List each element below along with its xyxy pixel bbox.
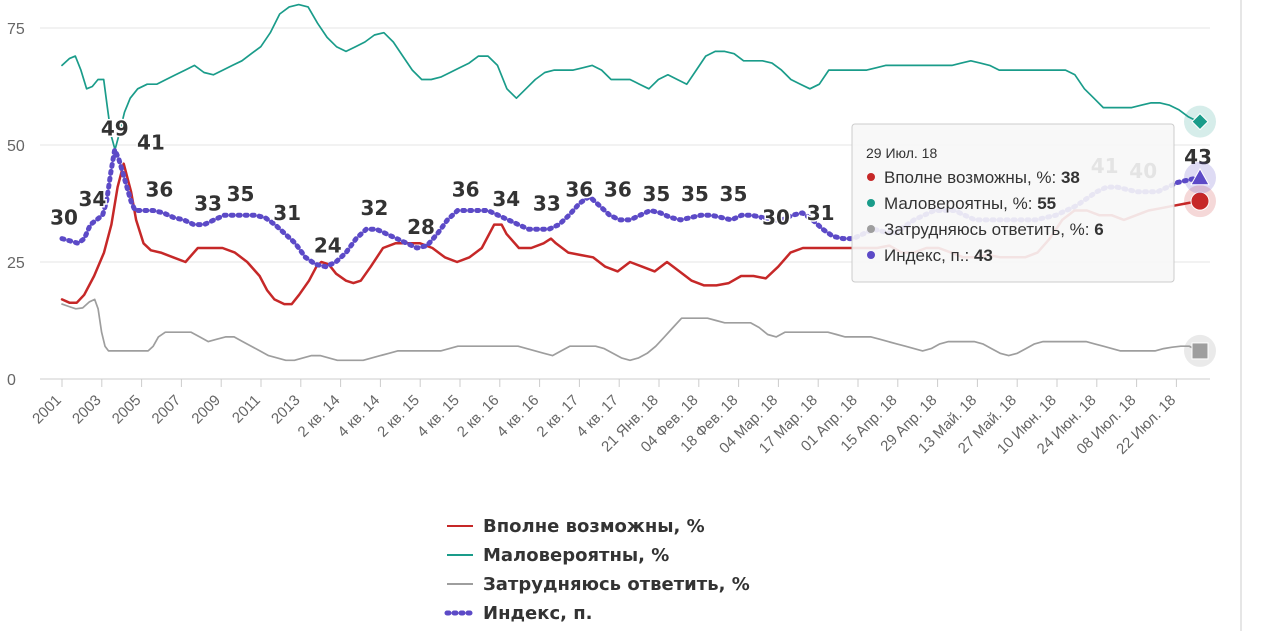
- data-label: 24: [314, 234, 342, 258]
- legend-item[interactable]: Индекс, п.: [444, 603, 593, 624]
- end-markers: [1184, 105, 1216, 367]
- legend-label: Затрудняюсь ответить, %: [483, 574, 750, 595]
- data-label: 31: [807, 201, 835, 225]
- data-label: 30: [762, 206, 790, 230]
- data-label: 35: [681, 182, 709, 206]
- y-tick-label: 0: [7, 372, 16, 389]
- tooltip-box: [851, 123, 1175, 283]
- legend: Вполне возможны, % Маловероятны, % Затрудн…: [444, 516, 750, 624]
- tooltip-row: Вполне возможны, %: 38: [884, 168, 1080, 187]
- data-label: 33: [194, 192, 222, 216]
- data-label: 32: [360, 196, 388, 220]
- y-tick-label: 25: [7, 255, 25, 272]
- legend-item[interactable]: Затрудняюсь ответить, %: [447, 574, 750, 595]
- data-label: 36: [452, 178, 480, 202]
- tooltip-row-value: 43: [974, 246, 993, 265]
- data-label: 28: [407, 215, 435, 239]
- data-label: 34: [79, 187, 107, 211]
- data-label: 49: [101, 117, 129, 141]
- tooltip-row-label: Индекс, п.:: [884, 246, 974, 265]
- data-label: 36: [604, 178, 632, 202]
- data-label: 36: [145, 178, 173, 202]
- data-label: 35: [642, 182, 670, 206]
- legend-label: Вполне возможны, %: [483, 516, 705, 537]
- series-line: [61, 298, 1199, 362]
- tooltip-row: Затрудняюсь ответить, %: 6: [884, 220, 1104, 239]
- legend-item[interactable]: Маловероятны, %: [447, 545, 669, 566]
- tooltip-row: Индекс, п.: 43: [884, 246, 993, 265]
- data-label: 43: [1184, 145, 1212, 169]
- data-label: 35: [227, 182, 255, 206]
- data-label: 33: [533, 192, 561, 216]
- series-line: [61, 3, 1199, 151]
- tooltip-row-label: Затрудняюсь ответить, %:: [884, 220, 1094, 239]
- series-end-marker[interactable]: [1191, 342, 1209, 360]
- tooltip-row: Маловероятны, %: 55: [884, 194, 1056, 213]
- data-label: 34: [492, 187, 520, 211]
- tooltip-row-label: Вполне возможны, %:: [884, 168, 1061, 187]
- tooltip-row-value: 38: [1061, 168, 1080, 187]
- tooltip: 29 Июл. 18 Вполне возможны, %: 38 Маловеро…: [851, 123, 1175, 283]
- tooltip-row-value: 6: [1094, 220, 1103, 239]
- tooltip-bullet: [867, 251, 875, 259]
- y-tick-label: 50: [7, 138, 25, 155]
- tooltip-bullet: [867, 225, 875, 233]
- series-end-marker[interactable]: [1190, 167, 1210, 186]
- data-label: 31: [273, 201, 301, 225]
- y-axis: 0 25 50 75: [7, 21, 25, 389]
- tooltip-row-value: 55: [1037, 194, 1056, 213]
- data-label: 36: [565, 178, 593, 202]
- data-label: 41: [137, 131, 165, 155]
- tooltip-date: 29 Июл. 18: [866, 145, 937, 161]
- legend-label: Индекс, п.: [483, 603, 593, 624]
- tooltip-bullet: [867, 199, 875, 207]
- data-label: 35: [720, 182, 748, 206]
- legend-label: Маловероятны, %: [483, 545, 669, 566]
- data-label: 30: [50, 206, 78, 230]
- y-tick-label: 75: [7, 21, 25, 38]
- legend-item[interactable]: Вполне возможны, %: [447, 516, 705, 537]
- tooltip-row-label: Маловероятны, %:: [884, 194, 1037, 213]
- series-end-marker[interactable]: [1191, 112, 1209, 131]
- series-end-marker[interactable]: [1190, 191, 1210, 211]
- tooltip-bullet: [867, 173, 875, 181]
